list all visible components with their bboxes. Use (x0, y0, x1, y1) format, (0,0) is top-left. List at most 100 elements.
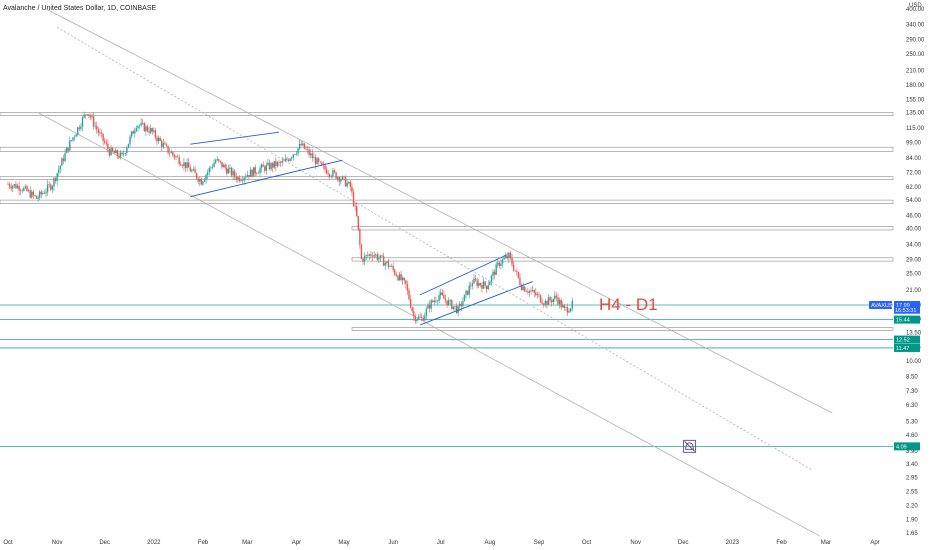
candle-body (84, 114, 87, 116)
candle (379, 255, 382, 263)
candle-body (555, 295, 558, 298)
level-price-text: 11.47 (896, 346, 909, 352)
candle (103, 137, 106, 145)
resistance-zone (0, 112, 894, 116)
candle (73, 135, 76, 142)
candle-body (335, 172, 337, 179)
candle (443, 290, 445, 299)
alert-bell-layer[interactable] (683, 439, 697, 453)
candle (424, 312, 426, 322)
candle (313, 152, 315, 159)
candle-body (387, 261, 390, 267)
candle (413, 307, 415, 321)
candle (451, 298, 453, 310)
candle-body (145, 126, 147, 132)
candle (13, 183, 16, 189)
candle-body (205, 174, 207, 180)
candle-body (481, 285, 483, 289)
candle-body (257, 172, 260, 174)
price-axis[interactable]: 400.00 340.00 290.00 250.00 210.00 180.00 155.… (906, 3, 925, 537)
candle-body (411, 307, 413, 312)
candle (23, 186, 25, 192)
candle-body (19, 190, 22, 191)
candle-body (495, 264, 497, 275)
candle (35, 195, 38, 200)
candle-body (15, 184, 17, 189)
ticker-badge-text: AVAXUSD (871, 303, 896, 309)
candle-body (213, 162, 215, 167)
candle (252, 167, 255, 177)
candle-body (59, 165, 62, 170)
candle (554, 291, 556, 302)
x-tick-label: Feb (776, 540, 787, 546)
candle-body (48, 184, 50, 185)
candle (508, 251, 510, 263)
candle (195, 172, 198, 180)
candle-body (298, 143, 301, 149)
last-price-text: 17.99 (896, 303, 910, 309)
candle-body (34, 195, 36, 196)
candle-body (414, 316, 417, 322)
candle-body (211, 166, 214, 168)
candle (105, 139, 107, 147)
candle (419, 312, 421, 318)
candle-body (341, 176, 344, 180)
candle-body (73, 136, 76, 138)
candle (509, 250, 512, 261)
candle-body (219, 160, 222, 162)
y-tick-label: 340.00 (906, 23, 925, 29)
candle-body (332, 170, 334, 177)
candle-body (89, 115, 92, 118)
candle-body (368, 254, 371, 256)
candle (363, 252, 366, 266)
candle (18, 181, 20, 196)
candle-body (154, 130, 157, 138)
candle-body (295, 153, 298, 155)
candle (251, 168, 253, 178)
candle-body (509, 252, 512, 258)
candle (286, 156, 288, 162)
candle-body (384, 262, 386, 266)
candle (260, 163, 263, 173)
candle (213, 158, 215, 168)
candle-body (167, 145, 169, 153)
candle (145, 123, 147, 136)
candle-body (569, 308, 572, 312)
resistance-zone (351, 257, 894, 262)
candle (435, 297, 437, 304)
candle-body (444, 298, 447, 301)
candle (111, 147, 114, 153)
candle-body (227, 168, 230, 174)
candle-body (284, 158, 287, 162)
candle (61, 157, 63, 166)
candle (503, 254, 505, 261)
candle-body (324, 165, 326, 170)
candle-body (94, 126, 96, 127)
candle-body (550, 300, 553, 303)
candle (535, 288, 537, 297)
candle (544, 298, 547, 308)
candle-body (240, 180, 242, 182)
candle-body (248, 174, 250, 177)
time-axis[interactable]: Oct Nov Dec 2022 Feb Mar Apr May Jun Jul Aug Sep Oct… (3, 540, 879, 546)
candle (181, 163, 184, 169)
candle (129, 134, 131, 147)
candle-body (535, 292, 537, 296)
candle (170, 149, 172, 154)
candle-body (436, 300, 439, 302)
candle (356, 201, 358, 217)
candle (311, 149, 314, 162)
candle-body (492, 271, 494, 276)
candle (511, 253, 513, 268)
candle (100, 129, 103, 138)
flag-boundary-line (190, 159, 343, 198)
candle-body (224, 164, 226, 168)
candle (446, 300, 448, 308)
candle-body (16, 185, 19, 189)
candle (420, 313, 423, 322)
candle-body (105, 142, 107, 144)
alert-bell-icon[interactable] (683, 439, 697, 453)
candle (493, 269, 496, 280)
candle (178, 154, 180, 167)
